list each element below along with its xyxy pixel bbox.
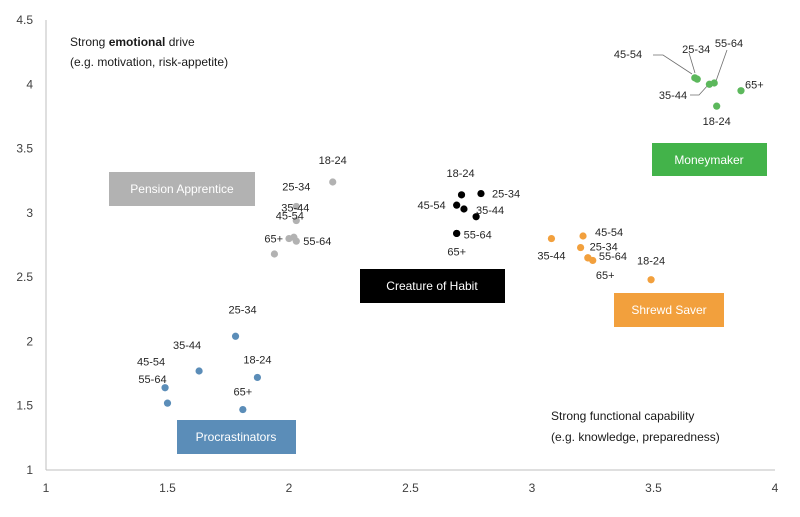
data-label-moneymaker: 55-64 <box>715 38 743 50</box>
emotional-drive-example: (e.g. motivation, risk-appetite) <box>70 55 228 69</box>
procrastinators-box <box>177 420 296 454</box>
data-point-moneymaker-65+ <box>737 87 745 95</box>
x-tick-label: 3.5 <box>645 481 662 495</box>
procrastinators-label: Procrastinators <box>196 430 277 444</box>
data-label-pension-apprentice: 65+ <box>264 234 283 246</box>
y-tick-label: 1 <box>26 463 33 477</box>
shrewd-saver-label: Shrewd Saver <box>631 303 706 317</box>
data-point-creature-of-habit-35-44 <box>460 205 468 213</box>
data-label-procrastinators: 25-34 <box>229 304 257 316</box>
data-point-pension-apprentice-55-64 <box>292 237 300 245</box>
moneymaker-box <box>652 143 767 176</box>
x-tick-label: 2.5 <box>402 481 419 495</box>
data-point-labels: 25-34 35-44 18-24 45-54 55-64 65+ 18-24 25-34 35… <box>137 38 764 399</box>
pension-apprentice-label: Pension Apprentice <box>130 182 234 196</box>
y-tick-label: 2 <box>26 334 33 348</box>
data-label-creature-of-habit: 65+ <box>447 246 466 258</box>
data-point-shrewd-saver-65+ <box>584 254 592 262</box>
data-point-moneymaker-35-44 <box>705 80 713 88</box>
data-label-shrewd-saver: 25-34 <box>590 242 618 254</box>
data-point-creature-of-habit-65+ <box>453 229 461 238</box>
x-tick-label: 1.5 <box>159 481 176 495</box>
data-point-creature-of-habit <box>472 213 480 221</box>
data-point-creature-of-habit-18-24 <box>457 191 466 199</box>
data-point-shrewd-saver-35-44 <box>547 234 556 243</box>
data-label-moneymaker: 35-44 <box>659 90 687 102</box>
y-tick-labels: 1 1.5 2 2.5 3 3.5 4 4.5 <box>16 13 33 477</box>
data-label-procrastinators: 45-54 <box>137 357 165 369</box>
data-point-pension-apprentice-35-44 <box>292 216 300 225</box>
data-point-pension-apprentice-65+ <box>285 234 293 243</box>
leader-line-45-54 <box>653 54 693 75</box>
data-label-pension-apprentice: 45-54 <box>276 210 304 222</box>
y-tick-label: 3 <box>26 206 33 220</box>
y-tick-label: 3.5 <box>16 142 33 156</box>
data-point-procrastinators-45-54 <box>161 384 169 392</box>
data-label-shrewd-saver: 35-44 <box>537 251 565 263</box>
data-point-pension-apprentice-25-34 <box>292 202 300 211</box>
data-label-procrastinators: 65+ <box>233 387 252 399</box>
data-label-creature-of-habit: 55-64 <box>464 229 492 241</box>
data-label-shrewd-saver: 65+ <box>596 270 615 282</box>
data-label-creature-of-habit: 25-34 <box>492 189 520 201</box>
data-point-procrastinators-35-44 <box>195 367 203 375</box>
leader-line-35-44 <box>690 83 710 96</box>
data-point-moneymaker-18-24 <box>713 102 721 110</box>
creature-of-habit-box <box>360 269 505 303</box>
data-label-moneymaker: 18-24 <box>703 116 731 128</box>
y-tick-label: 1.5 <box>16 399 33 413</box>
x-tick-labels: 1 1.5 2 2.5 3 3.5 4 <box>43 481 779 495</box>
data-point-creature-of-habit-25-34 <box>477 189 485 198</box>
x-tick-label: 2 <box>286 481 293 495</box>
x-tick-label: 3 <box>529 481 536 495</box>
data-point-moneymaker-25-34 <box>693 75 701 83</box>
data-point-creature-of-habit-45-54 <box>453 201 461 209</box>
data-label-creature-of-habit: 45-54 <box>418 200 446 212</box>
leader-line-25-34 <box>688 52 696 74</box>
y-tick-label: 2.5 <box>16 270 33 284</box>
data-point-shrewd-saver-18-24 <box>647 276 655 284</box>
y-tick-label: 4.5 <box>16 13 33 27</box>
data-point-pension-apprentice <box>270 250 279 258</box>
leader-line-55-64 <box>715 49 728 82</box>
data-label-moneymaker: 65+ <box>745 80 764 92</box>
data-label-shrewd-saver: 55-64 <box>599 251 627 263</box>
data-label-procrastinators: 18-24 <box>243 354 271 366</box>
data-point-procrastinators-25-34 <box>231 332 240 340</box>
pension-apprentice-box <box>109 172 255 206</box>
data-label-creature-of-habit: 18-24 <box>446 168 474 180</box>
data-point-pension-apprentice-18-24 <box>329 178 337 186</box>
data-points <box>161 74 745 414</box>
creature-of-habit-label: Creature of Habit <box>386 279 478 293</box>
data-label-procrastinators: 35-44 <box>173 340 201 352</box>
data-label-creature-of-habit: 35-44 <box>476 205 504 217</box>
functional-capability-annotation: Strong functional capability <box>551 409 694 423</box>
moneymaker-leader-lines <box>653 49 728 96</box>
data-point-procrastinators-65+ <box>239 405 247 414</box>
y-tick-label: 4 <box>26 77 33 91</box>
data-label-pension-apprentice: 55-64 <box>303 236 331 248</box>
x-tick-label: 1 <box>43 481 50 495</box>
data-point-shrewd-saver-25-34 <box>577 243 585 252</box>
data-label-shrewd-saver: 45-54 <box>595 227 623 239</box>
shrewd-saver-box <box>614 293 724 327</box>
data-point-procrastinators-18-24 <box>253 373 262 382</box>
moneymaker-label: Moneymaker <box>674 153 743 167</box>
data-point-shrewd-saver-45-54 <box>579 232 587 240</box>
emotional-drive-annotation: Strong emotional drive <box>70 35 195 49</box>
data-label-moneymaker: 25-34 <box>682 44 710 56</box>
functional-capability-example: (e.g. knowledge, preparedness) <box>551 430 720 444</box>
data-label-procrastinators: 55-64 <box>138 374 166 386</box>
data-label-moneymaker: 45-54 <box>614 49 642 61</box>
data-label-pension-apprentice: 25-34 <box>282 181 310 193</box>
data-label-shrewd-saver: 18-24 <box>637 256 665 268</box>
data-label-pension-apprentice: 18-24 <box>319 155 347 167</box>
data-point-procrastinators-55-64 <box>163 399 172 407</box>
data-label-pension-apprentice: 35-44 <box>281 203 309 215</box>
x-tick-label: 4 <box>772 481 779 495</box>
